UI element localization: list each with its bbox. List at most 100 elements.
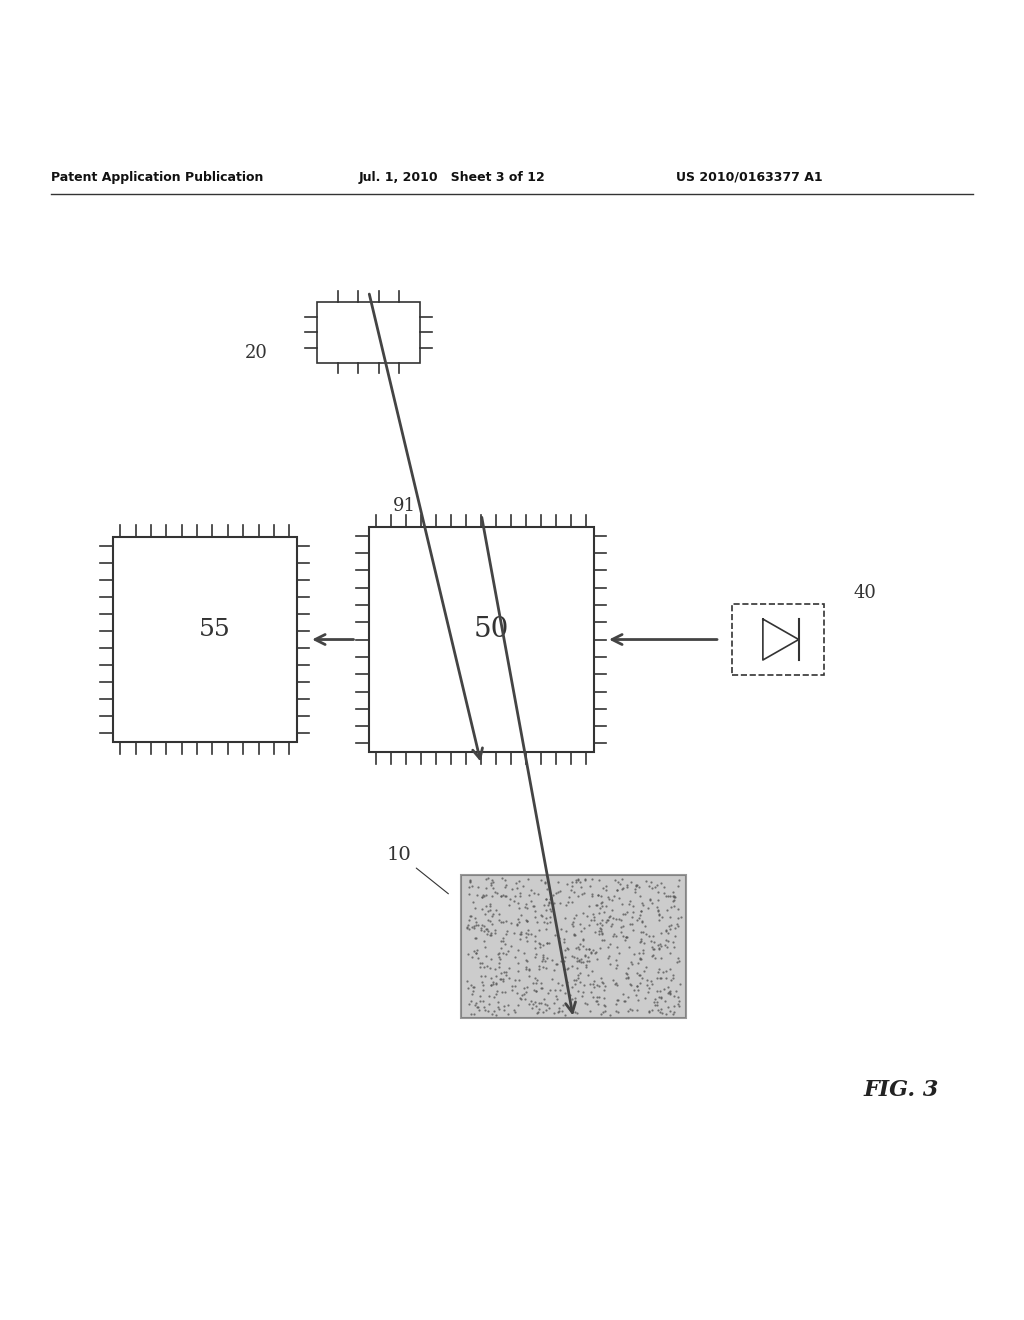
Point <box>462 871 478 892</box>
Point <box>535 948 551 969</box>
Point <box>618 927 635 948</box>
Point <box>613 879 630 900</box>
Point <box>468 993 484 1014</box>
Point <box>494 982 510 1003</box>
Point <box>668 981 684 1002</box>
Point <box>657 935 674 956</box>
Point <box>487 899 504 920</box>
Point <box>482 894 499 915</box>
Point <box>578 939 594 960</box>
Point <box>582 973 598 994</box>
Point <box>594 909 610 931</box>
Point <box>667 895 683 916</box>
Point <box>631 908 647 929</box>
Point <box>585 973 601 994</box>
Point <box>526 895 543 916</box>
Point <box>510 940 526 961</box>
Point <box>606 870 623 891</box>
Point <box>646 994 663 1015</box>
Point <box>668 917 684 939</box>
Point <box>594 891 610 912</box>
Point <box>604 900 621 921</box>
Point <box>493 886 509 907</box>
Point <box>596 1001 612 1022</box>
Point <box>608 975 625 997</box>
Point <box>518 931 535 952</box>
Point <box>513 989 529 1010</box>
Point <box>587 921 603 942</box>
Point <box>483 886 500 907</box>
Point <box>654 1002 671 1023</box>
Point <box>552 880 568 902</box>
Point <box>565 946 582 968</box>
Point <box>546 960 562 981</box>
Point <box>565 911 582 932</box>
Point <box>520 924 537 945</box>
Point <box>631 965 647 986</box>
Point <box>517 987 534 1008</box>
Point <box>575 974 592 995</box>
Point <box>522 990 539 1011</box>
Point <box>658 968 675 989</box>
Point <box>559 957 575 978</box>
Point <box>590 994 606 1015</box>
Point <box>468 942 484 964</box>
Point <box>477 965 494 986</box>
Point <box>584 942 600 964</box>
Point <box>614 983 631 1005</box>
Point <box>483 906 500 927</box>
Point <box>527 991 544 1012</box>
Point <box>539 878 555 899</box>
Point <box>474 899 490 920</box>
Point <box>558 958 574 979</box>
Point <box>472 986 488 1007</box>
Point <box>656 978 673 999</box>
Point <box>552 892 568 913</box>
Point <box>459 917 475 939</box>
Point <box>537 871 553 892</box>
Point <box>569 1002 586 1023</box>
Point <box>483 873 500 894</box>
Point <box>487 966 504 987</box>
Bar <box>461 875 686 1019</box>
Point <box>465 977 481 998</box>
Point <box>496 999 512 1020</box>
Point <box>625 895 641 916</box>
Point <box>477 869 494 890</box>
Point <box>495 931 511 952</box>
Point <box>485 871 502 892</box>
Point <box>581 939 597 960</box>
Point <box>464 983 480 1005</box>
Point <box>570 949 587 970</box>
Point <box>611 887 628 908</box>
Point <box>544 900 560 921</box>
Point <box>480 900 497 921</box>
Point <box>541 892 557 913</box>
Point <box>672 990 688 1011</box>
Point <box>477 999 494 1020</box>
Point <box>622 913 638 935</box>
Point <box>634 942 650 964</box>
Point <box>660 982 677 1003</box>
Point <box>624 974 640 995</box>
Point <box>482 921 499 942</box>
Point <box>604 969 621 990</box>
Point <box>535 906 551 927</box>
Bar <box>317 301 420 363</box>
Point <box>593 920 609 941</box>
Point <box>572 962 589 983</box>
Point <box>512 921 528 942</box>
Point <box>513 985 529 1006</box>
Point <box>467 898 483 919</box>
Point <box>570 950 587 972</box>
Point <box>597 995 613 1016</box>
Point <box>518 923 535 944</box>
Point <box>592 898 608 919</box>
Point <box>528 1002 545 1023</box>
Point <box>585 904 601 925</box>
Point <box>481 986 498 1007</box>
Point <box>550 973 566 994</box>
Point <box>476 957 493 978</box>
Point <box>552 917 568 939</box>
Point <box>650 903 667 924</box>
